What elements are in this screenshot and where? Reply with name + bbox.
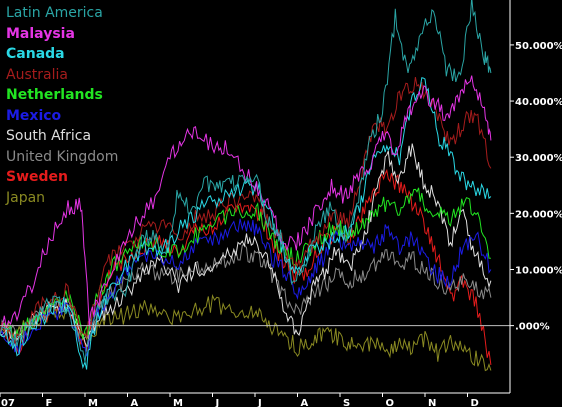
y-axis-ticks: 50.000% 40.000% 30.000% 20.000% 10.000% .000% xyxy=(510,41,562,333)
series-line-australia xyxy=(0,77,492,344)
x-tick-label: N xyxy=(428,398,436,407)
y-tick-label: 50.000% xyxy=(515,41,562,52)
x-tick-label: S xyxy=(343,398,350,407)
series-line-latin-america xyxy=(0,0,492,363)
legend-entry-netherlands: Netherlands xyxy=(6,87,103,103)
legend-entry-japan: Japan xyxy=(6,189,46,206)
legend-entry-south-africa: South Africa xyxy=(6,128,92,144)
series-line-canada xyxy=(0,77,492,370)
x-tick-label: J xyxy=(215,398,220,407)
x-tick-label: D xyxy=(471,398,479,407)
x-tick-label: A xyxy=(131,398,139,407)
legend: Latin America Malaysia Canada Australia Neth… xyxy=(6,3,118,208)
series-layer xyxy=(0,0,492,372)
legend-entry-latin-america: Latin America xyxy=(6,5,103,21)
series-line-japan xyxy=(0,293,492,372)
x-tick-label: M xyxy=(173,398,183,407)
x-tick-label: 07 xyxy=(1,398,15,407)
legend-entry-malaysia: Malaysia xyxy=(6,25,75,42)
y-tick-label: 40.000% xyxy=(515,97,562,108)
legend-entry-mexico: Mexico xyxy=(6,107,62,124)
y-tick-label: 20.000% xyxy=(515,209,562,220)
series-line-united-kingdom xyxy=(0,244,492,341)
y-tick-label: 30.000% xyxy=(515,153,562,164)
legend-entry-sweden: Sweden xyxy=(6,169,68,185)
legend-entry-united-kingdom: United Kingdom xyxy=(6,148,119,165)
x-axis-ticks: 07 F M A M J J A S O N D xyxy=(0,393,479,407)
y-tick-label: 10.000% xyxy=(515,265,562,276)
x-tick-label: M xyxy=(88,398,98,407)
x-tick-label: J xyxy=(257,398,262,407)
x-tick-label: O xyxy=(386,398,395,407)
y-tick-label: .000% xyxy=(515,322,550,333)
x-tick-label: F xyxy=(46,398,53,407)
x-tick-label: A xyxy=(301,398,309,407)
series-line-south-africa xyxy=(0,143,492,348)
legend-entry-australia: Australia xyxy=(6,66,68,83)
legend-entry-canada: Canada xyxy=(6,46,65,62)
